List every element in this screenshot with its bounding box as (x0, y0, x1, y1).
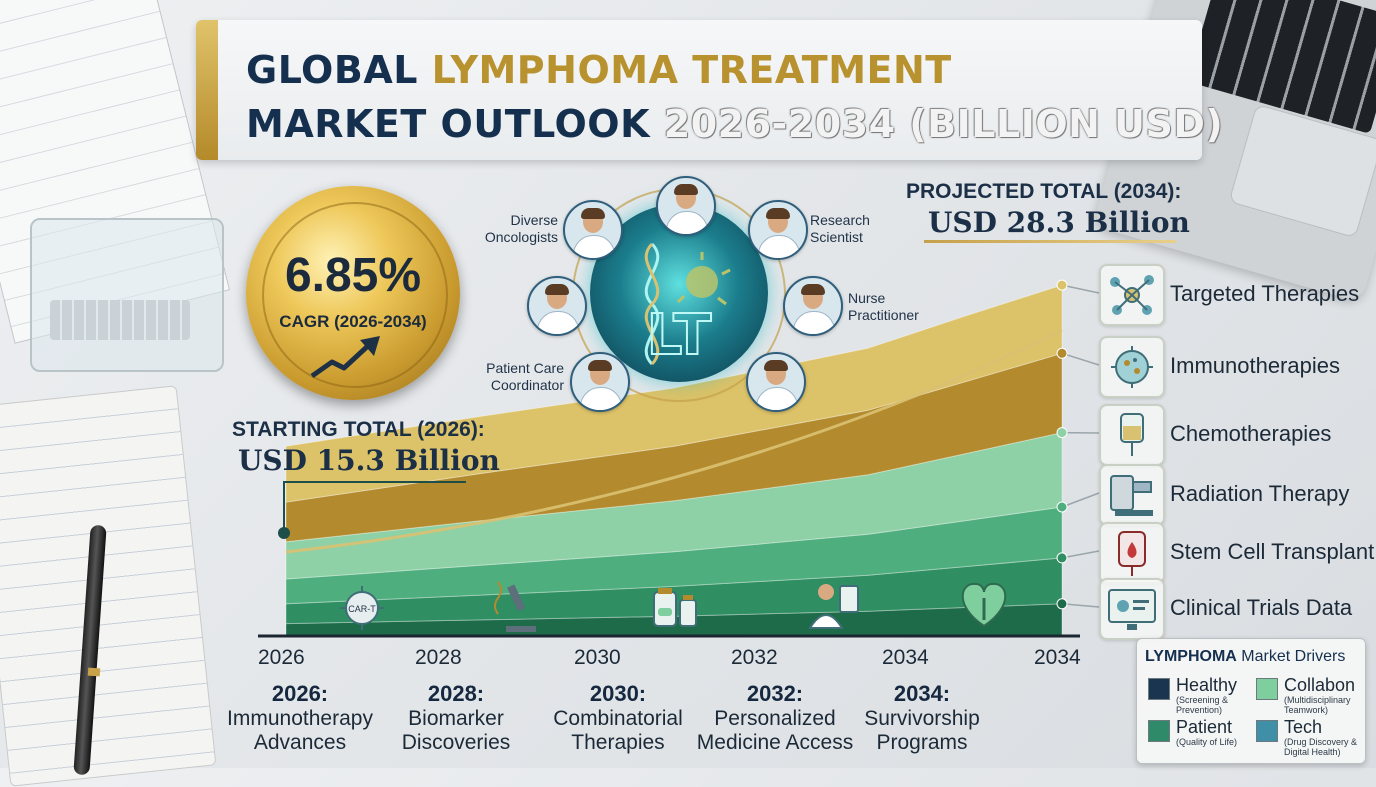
end-total-value: USD 28.3 Billion (928, 206, 1190, 239)
driver-subtitle: (Multidisciplinary Teamwork) (1284, 695, 1362, 715)
milestone-text-2: Discoveries (371, 731, 541, 755)
driver-swatch (1148, 720, 1170, 742)
x-tick-label: 2034 (1034, 646, 1081, 670)
leader-line-radiation-therapy (1062, 493, 1099, 507)
therapy-icon-box-radiation-therapy (1099, 464, 1165, 526)
x-tick-label: 2026 (258, 646, 305, 670)
driver-subtitle: (Drug Discovery & Digital Health) (1284, 737, 1362, 757)
series-end-marker-targeted-therapies (1057, 280, 1067, 290)
blood-bag-icon (1101, 524, 1163, 582)
milestone-text-1: Biomarker (371, 707, 541, 731)
care-coordinator-avatar (570, 352, 630, 412)
radiation-machine-icon (1101, 466, 1163, 524)
therapy-label-stem-cell-transplant: Stem Cell Transplant (1170, 539, 1374, 565)
x-tick-label: 2028 (415, 646, 462, 670)
therapy-icon-box-clinical-trials-data (1099, 578, 1165, 640)
therapy-icon-box-stem-cell-transplant (1099, 522, 1165, 584)
therapy-label-clinical-trials-data: Clinical Trials Data (1170, 595, 1352, 621)
series-end-marker-stem-cell-transplant (1057, 553, 1067, 563)
x-tick-label: 2034 (882, 646, 929, 670)
monitor-chart-icon (1101, 580, 1163, 638)
end-total-label: PROJECTED TOTAL (2034): (906, 180, 1181, 204)
car-t-label: CAR-T (348, 604, 376, 614)
milestone-text-2: Advances (215, 731, 385, 755)
driver-name: Collabon (1284, 676, 1355, 694)
therapy-label-chemotherapies: Chemotherapies (1170, 421, 1331, 447)
drivers-title-bold: LYMPHOMA (1145, 648, 1237, 665)
leader-layer (1057, 280, 1099, 609)
milestone-year: 2028: (428, 681, 484, 706)
milestone-year: 2026: (272, 681, 328, 706)
iv-bag-icon (1101, 406, 1163, 464)
milestone-text-1: Immunotherapy (215, 707, 385, 731)
milestone-text-1: Combinatorial (533, 707, 703, 731)
series-end-marker-radiation-therapy (1057, 502, 1067, 512)
driver-name: Patient (1176, 718, 1232, 736)
hub-letters: LT (647, 303, 712, 368)
therapy-icon-box-targeted-therapies (1099, 264, 1165, 326)
driver-swatch (1256, 678, 1278, 700)
leader-line-targeted-therapies (1062, 285, 1099, 293)
doctor-avatar (656, 176, 716, 236)
start-total-value: USD 15.3 Billion (238, 444, 500, 477)
therapy-icon-box-immunotherapies (1099, 336, 1165, 398)
leader-line-stem-cell-transplant (1062, 551, 1099, 558)
leader-line-clinical-trials-data (1062, 604, 1099, 607)
milestone-year: 2030: (590, 681, 646, 706)
nurse-practitioner-avatar (783, 276, 843, 336)
immune-cell-icon (1101, 338, 1163, 396)
driver-subtitle: (Quality of Life) (1176, 737, 1254, 747)
milestone-text-1: Survivorship (837, 707, 1007, 731)
therapy-label-radiation-therapy: Radiation Therapy (1170, 481, 1349, 507)
female-doctor-avatar (527, 276, 587, 336)
x-tick-label: 2032 (731, 646, 778, 670)
start-marker (278, 527, 290, 539)
drivers-title-rest: Market Drivers (1237, 648, 1345, 665)
series-end-marker-clinical-trials-data (1057, 599, 1067, 609)
milestone-year: 2034: (894, 681, 950, 706)
nurse-avatar (746, 352, 806, 412)
driver-name: Tech (1284, 718, 1322, 736)
series-end-marker-immunotherapies (1057, 348, 1067, 358)
therapy-label-targeted-therapies: Targeted Therapies (1170, 281, 1359, 307)
x-tick-label: 2030 (574, 646, 621, 670)
driver-name: Healthy (1176, 676, 1237, 694)
therapy-label-immunotherapies: Immunotherapies (1170, 353, 1340, 379)
series-end-marker-chemotherapies (1057, 428, 1067, 438)
molecule-icon (1101, 266, 1163, 324)
market-drivers-title: LYMPHOMA Market Drivers (1145, 648, 1345, 666)
therapy-icon-box-chemotherapies (1099, 404, 1165, 466)
start-total-label: STARTING TOTAL (2026): (232, 418, 485, 442)
end-total-underline (924, 240, 1176, 243)
milestone-text-2: Programs (837, 731, 1007, 755)
driver-subtitle: (Screening & Prevention) (1176, 695, 1254, 715)
milestone-text-1: Personalized (690, 707, 860, 731)
oncologist-avatar (563, 200, 623, 260)
driver-swatch (1148, 678, 1170, 700)
research-scientist-avatar (748, 200, 808, 260)
milestone-text-2: Medicine Access (690, 731, 860, 755)
milestone-year: 2032: (747, 681, 803, 706)
milestone-text-2: Therapies (533, 731, 703, 755)
leader-line-immunotherapies (1062, 353, 1099, 365)
driver-swatch (1256, 720, 1278, 742)
